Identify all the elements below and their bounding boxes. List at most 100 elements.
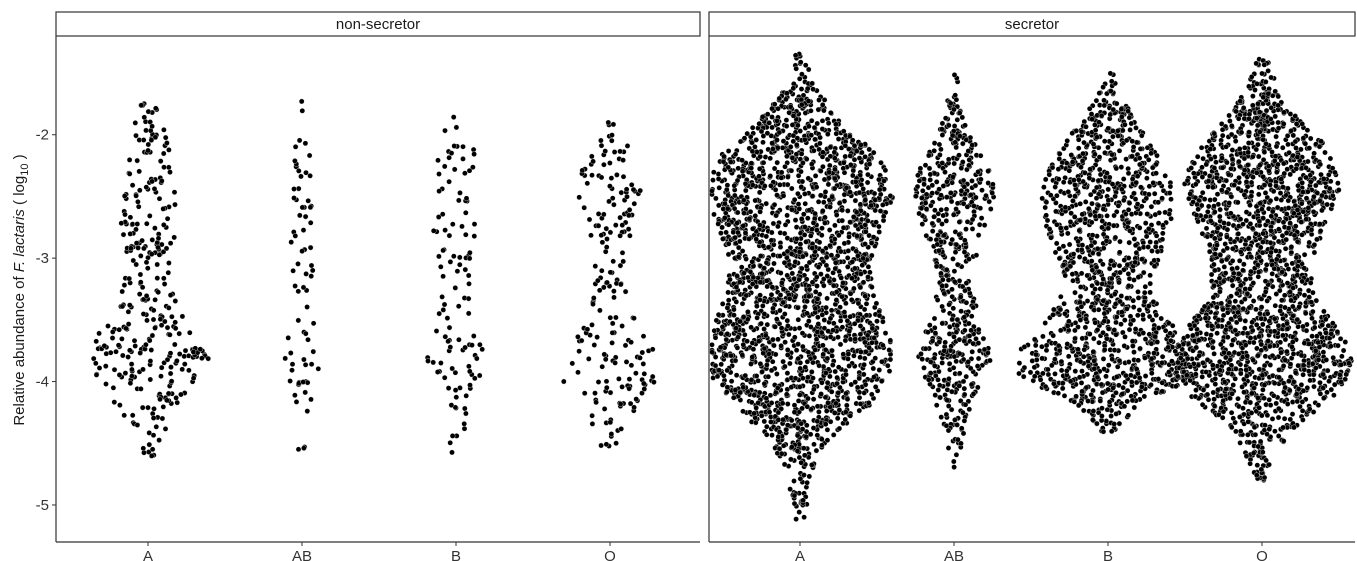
data-point — [941, 290, 948, 297]
data-point — [813, 336, 820, 342]
data-point — [737, 389, 743, 396]
data-point — [760, 243, 767, 249]
data-point — [778, 343, 784, 349]
data-point — [812, 173, 819, 179]
data-point — [298, 173, 304, 180]
data-point — [1100, 231, 1107, 238]
data-point — [1154, 152, 1160, 159]
data-point — [1043, 199, 1050, 205]
data-point — [824, 379, 831, 386]
data-point — [850, 172, 856, 179]
data-point — [1041, 184, 1047, 190]
data-point — [936, 141, 943, 148]
data-point — [624, 143, 631, 149]
data-point — [1155, 325, 1162, 331]
data-point — [990, 181, 996, 188]
data-point — [793, 236, 800, 242]
data-point — [1131, 349, 1137, 355]
data-point — [624, 193, 630, 200]
data-point — [128, 361, 135, 367]
data-point — [853, 209, 860, 216]
data-point — [927, 236, 934, 242]
data-point — [781, 461, 788, 468]
data-point — [795, 122, 801, 129]
data-point — [825, 131, 831, 137]
data-point — [857, 401, 864, 407]
data-point — [793, 347, 800, 353]
data-point — [1050, 312, 1056, 318]
data-point — [886, 368, 893, 374]
data-point — [961, 418, 968, 424]
data-point — [968, 327, 974, 334]
data-point — [870, 365, 877, 372]
data-point — [761, 265, 767, 271]
data-point — [946, 331, 953, 337]
data-point — [462, 266, 469, 273]
data-point — [958, 308, 964, 314]
data-point — [598, 142, 605, 149]
data-point — [862, 355, 868, 362]
data-point — [1160, 230, 1166, 237]
data-point — [1072, 335, 1078, 342]
data-point — [626, 376, 633, 382]
data-point — [1059, 380, 1066, 387]
data-point — [1062, 310, 1068, 317]
data-point — [144, 220, 150, 227]
data-point — [931, 140, 938, 146]
data-point — [782, 222, 789, 228]
data-point — [756, 120, 762, 127]
data-point — [796, 249, 803, 255]
data-point — [725, 251, 732, 258]
data-point — [792, 52, 799, 59]
data-point — [1142, 355, 1148, 361]
data-point — [1110, 222, 1117, 229]
data-point — [1037, 377, 1044, 383]
data-point — [1016, 360, 1023, 366]
data-point — [451, 143, 457, 149]
data-point — [954, 200, 961, 207]
data-point — [782, 163, 788, 170]
data-point — [856, 389, 863, 396]
data-point — [299, 108, 306, 114]
data-point — [1051, 380, 1057, 387]
data-point — [612, 360, 618, 366]
data-point — [821, 325, 828, 331]
data-point — [869, 252, 875, 259]
data-point — [471, 233, 478, 239]
data-point — [836, 232, 842, 239]
data-point — [164, 215, 171, 222]
data-point — [842, 142, 849, 149]
data-point — [1113, 319, 1119, 326]
data-point — [788, 417, 795, 424]
data-point — [768, 291, 775, 298]
data-point — [775, 417, 782, 423]
data-point — [1100, 276, 1106, 282]
data-point — [1088, 111, 1095, 117]
data-point — [1104, 335, 1110, 342]
data-point — [1105, 197, 1112, 204]
data-point — [1086, 205, 1092, 212]
data-point — [733, 299, 740, 305]
data-point — [1151, 190, 1158, 197]
data-point — [857, 331, 864, 338]
data-point — [1085, 398, 1091, 404]
data-point — [797, 365, 803, 372]
data-point — [763, 233, 770, 240]
data-point — [876, 229, 882, 235]
data-point — [881, 178, 887, 184]
data-point — [961, 338, 968, 344]
data-point — [1136, 225, 1143, 231]
data-point — [799, 71, 805, 77]
data-point — [839, 217, 845, 224]
data-point — [856, 155, 863, 161]
data-point — [1105, 125, 1111, 132]
data-point — [782, 339, 788, 345]
data-point — [831, 149, 838, 156]
data-point — [298, 98, 305, 105]
data-point — [949, 388, 955, 395]
data-point — [1061, 393, 1068, 399]
data-point — [962, 401, 969, 408]
data-point — [803, 239, 809, 245]
data-point — [305, 198, 311, 204]
data-point — [774, 371, 780, 377]
